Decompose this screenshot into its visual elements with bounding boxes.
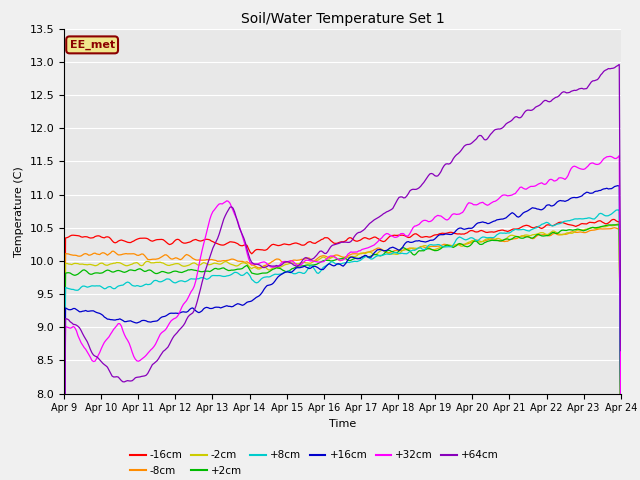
+64cm: [616, 61, 623, 67]
+2cm: [616, 222, 623, 228]
-2cm: [617, 454, 625, 460]
-8cm: [611, 225, 618, 230]
+64cm: [129, 378, 136, 384]
+16cm: [586, 191, 594, 196]
-16cm: [129, 239, 136, 244]
+32cm: [129, 349, 136, 355]
+64cm: [617, 348, 625, 353]
+2cm: [226, 267, 234, 273]
+32cm: [586, 161, 594, 167]
+32cm: [303, 257, 311, 263]
+16cm: [244, 299, 252, 305]
-16cm: [586, 219, 594, 225]
-8cm: [129, 251, 136, 257]
Line: -2cm: -2cm: [64, 224, 621, 480]
-16cm: [609, 216, 617, 222]
+2cm: [244, 265, 252, 271]
+16cm: [254, 294, 262, 300]
-8cm: [226, 257, 234, 263]
X-axis label: Time: Time: [329, 419, 356, 429]
+8cm: [226, 272, 234, 278]
-8cm: [244, 260, 252, 266]
+2cm: [254, 271, 262, 277]
+8cm: [614, 207, 621, 213]
+8cm: [244, 271, 252, 277]
+8cm: [254, 279, 262, 285]
Line: +16cm: +16cm: [64, 186, 621, 480]
Line: +64cm: +64cm: [64, 64, 621, 480]
+16cm: [226, 303, 234, 309]
-8cm: [617, 458, 625, 464]
Line: +32cm: +32cm: [64, 156, 621, 480]
+16cm: [617, 429, 625, 435]
-8cm: [586, 228, 594, 234]
+64cm: [226, 204, 234, 210]
-2cm: [129, 261, 136, 267]
Line: +2cm: +2cm: [64, 225, 621, 480]
+16cm: [303, 265, 311, 271]
-16cm: [226, 239, 234, 245]
+2cm: [303, 262, 311, 268]
-2cm: [226, 261, 234, 267]
+2cm: [586, 226, 594, 231]
-8cm: [254, 265, 262, 271]
-16cm: [254, 247, 262, 252]
+64cm: [586, 81, 594, 87]
+2cm: [617, 455, 625, 460]
+2cm: [129, 267, 136, 273]
+32cm: [254, 261, 262, 267]
+32cm: [244, 255, 252, 261]
+8cm: [303, 267, 311, 273]
-16cm: [60, 464, 68, 469]
Title: Soil/Water Temperature Set 1: Soil/Water Temperature Set 1: [241, 12, 444, 26]
-16cm: [244, 246, 252, 252]
+32cm: [617, 408, 625, 414]
Text: EE_met: EE_met: [70, 40, 115, 50]
+64cm: [254, 262, 262, 267]
-2cm: [616, 221, 623, 227]
Line: -8cm: -8cm: [64, 228, 621, 477]
-16cm: [303, 240, 311, 245]
+16cm: [129, 319, 136, 324]
+32cm: [616, 153, 623, 158]
+64cm: [244, 252, 252, 257]
-8cm: [60, 474, 68, 480]
-2cm: [254, 266, 262, 272]
Line: +8cm: +8cm: [64, 210, 621, 480]
+8cm: [586, 215, 594, 221]
-2cm: [244, 263, 252, 269]
+8cm: [617, 446, 625, 452]
Legend: -16cm, -8cm, -2cm, +2cm, +8cm, +16cm, +32cm, +64cm: -16cm, -8cm, -2cm, +2cm, +8cm, +16cm, +3…: [126, 446, 503, 480]
Y-axis label: Temperature (C): Temperature (C): [14, 166, 24, 257]
-16cm: [617, 453, 625, 459]
-2cm: [303, 260, 311, 266]
-8cm: [303, 255, 311, 261]
Line: -16cm: -16cm: [64, 219, 621, 467]
-2cm: [586, 225, 594, 231]
+8cm: [129, 283, 136, 288]
+16cm: [614, 183, 621, 189]
+64cm: [303, 255, 311, 261]
+32cm: [226, 200, 234, 206]
